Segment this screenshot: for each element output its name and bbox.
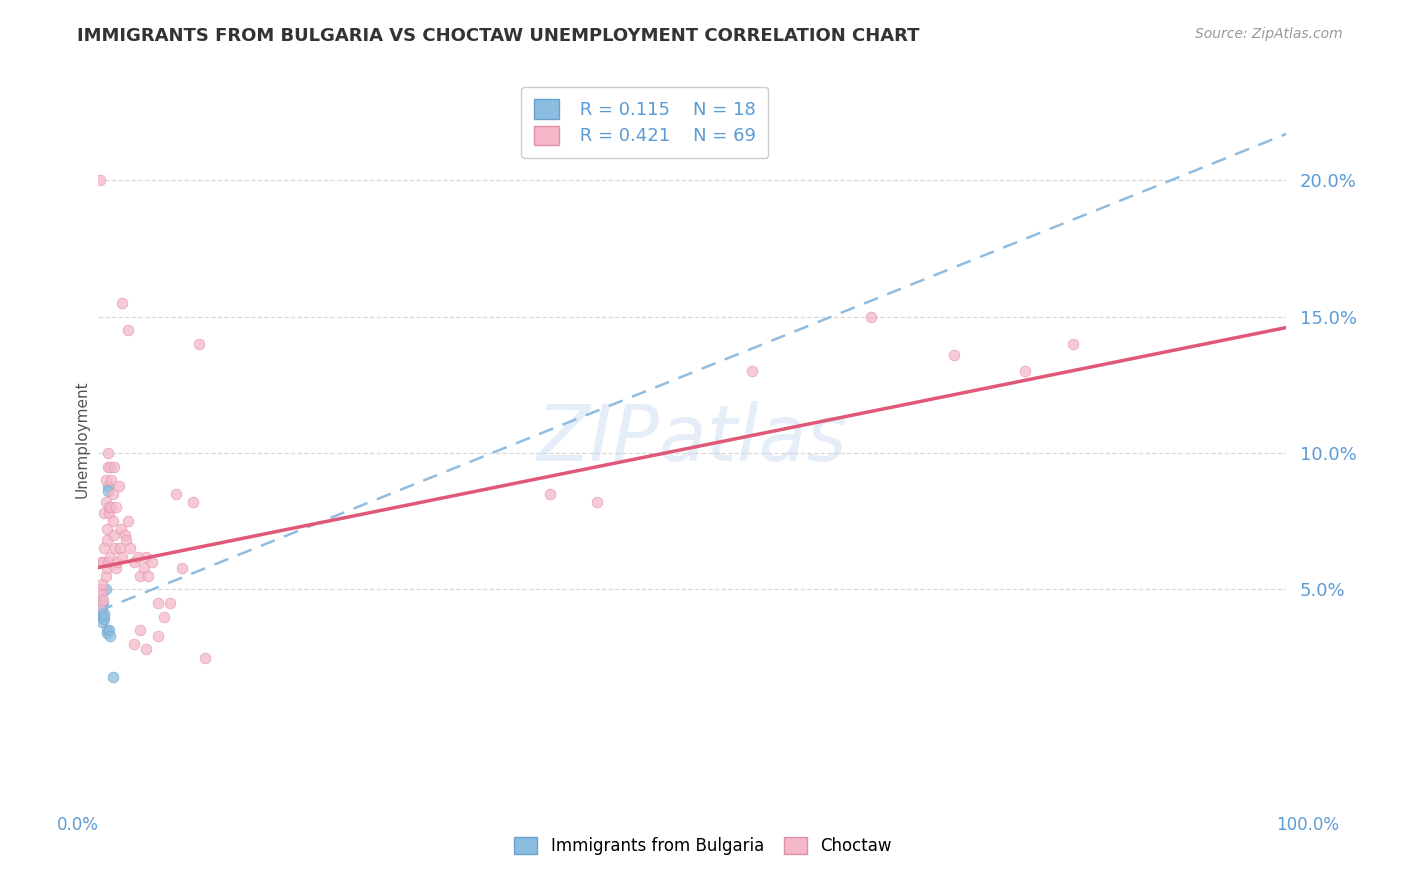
Point <box>1014 364 1036 378</box>
Point <box>94 495 117 509</box>
Point <box>96 560 118 574</box>
Point <box>110 522 132 536</box>
Point <box>98 624 121 638</box>
Point <box>107 478 129 492</box>
Text: 100.0%: 100.0% <box>1277 816 1339 834</box>
Point <box>91 604 114 618</box>
Point <box>111 296 134 310</box>
Point <box>538 487 561 501</box>
Point <box>122 637 145 651</box>
Point <box>136 568 159 582</box>
Point <box>98 629 121 643</box>
Point <box>96 533 118 548</box>
Point <box>170 560 193 574</box>
Point <box>103 459 125 474</box>
Point <box>101 487 124 501</box>
Point <box>107 555 129 569</box>
Point <box>91 593 114 607</box>
Point <box>117 514 139 528</box>
Y-axis label: Unemployment: Unemployment <box>75 381 90 498</box>
Point <box>135 642 157 657</box>
Point <box>100 473 122 487</box>
Point <box>94 568 117 582</box>
Point <box>93 607 115 621</box>
Point <box>132 560 155 574</box>
Point <box>97 484 120 499</box>
Point <box>101 670 124 684</box>
Point <box>1062 336 1084 351</box>
Point <box>90 582 112 597</box>
Point <box>93 506 115 520</box>
Point <box>96 624 118 638</box>
Text: Source: ZipAtlas.com: Source: ZipAtlas.com <box>1195 27 1343 41</box>
Point <box>117 323 139 337</box>
Point <box>98 500 121 515</box>
Point <box>165 487 187 501</box>
Point <box>114 533 136 548</box>
Point <box>91 615 114 629</box>
Point <box>89 604 111 618</box>
Point <box>91 555 114 569</box>
Point <box>98 549 121 564</box>
Point <box>120 541 142 556</box>
Point <box>194 650 217 665</box>
Point <box>129 624 152 638</box>
Point <box>146 629 169 643</box>
Point <box>97 459 120 474</box>
Point <box>105 560 128 574</box>
Point <box>100 500 122 515</box>
Point <box>183 495 205 509</box>
Point <box>111 549 134 564</box>
Point <box>114 528 136 542</box>
Point <box>94 582 117 597</box>
Point <box>97 555 120 569</box>
Point <box>89 599 111 613</box>
Point <box>97 446 120 460</box>
Point <box>96 626 118 640</box>
Point <box>98 459 121 474</box>
Point <box>97 478 120 492</box>
Point <box>89 173 111 187</box>
Point <box>741 364 763 378</box>
Point <box>122 555 145 569</box>
Point <box>188 336 211 351</box>
Point <box>942 348 965 362</box>
Legend:  R = 0.115    N = 18,  R = 0.421    N = 69: R = 0.115 N = 18, R = 0.421 N = 69 <box>522 87 769 158</box>
Point <box>108 541 131 556</box>
Point <box>104 541 127 556</box>
Point <box>90 593 112 607</box>
Text: ZIPatlas: ZIPatlas <box>537 401 848 477</box>
Point <box>91 599 114 613</box>
Point <box>103 528 125 542</box>
Point <box>146 596 169 610</box>
Point <box>94 473 117 487</box>
Point <box>127 549 149 564</box>
Point <box>105 500 128 515</box>
Point <box>91 577 114 591</box>
Point <box>152 609 174 624</box>
Point <box>90 555 112 569</box>
Point <box>91 588 114 602</box>
Point <box>129 568 152 582</box>
Point <box>101 514 124 528</box>
Text: IMMIGRANTS FROM BULGARIA VS CHOCTAW UNEMPLOYMENT CORRELATION CHART: IMMIGRANTS FROM BULGARIA VS CHOCTAW UNEM… <box>77 27 920 45</box>
Point <box>93 541 115 556</box>
Point <box>93 612 115 626</box>
Point <box>859 310 882 324</box>
Point <box>98 506 121 520</box>
Point <box>586 495 609 509</box>
Point <box>141 555 163 569</box>
Point <box>96 522 118 536</box>
Point <box>91 609 114 624</box>
Point <box>135 549 157 564</box>
Point <box>159 596 181 610</box>
Point <box>90 609 112 624</box>
Point <box>91 596 114 610</box>
Text: 0.0%: 0.0% <box>56 816 98 834</box>
Legend: Immigrants from Bulgaria, Choctaw: Immigrants from Bulgaria, Choctaw <box>508 830 898 862</box>
